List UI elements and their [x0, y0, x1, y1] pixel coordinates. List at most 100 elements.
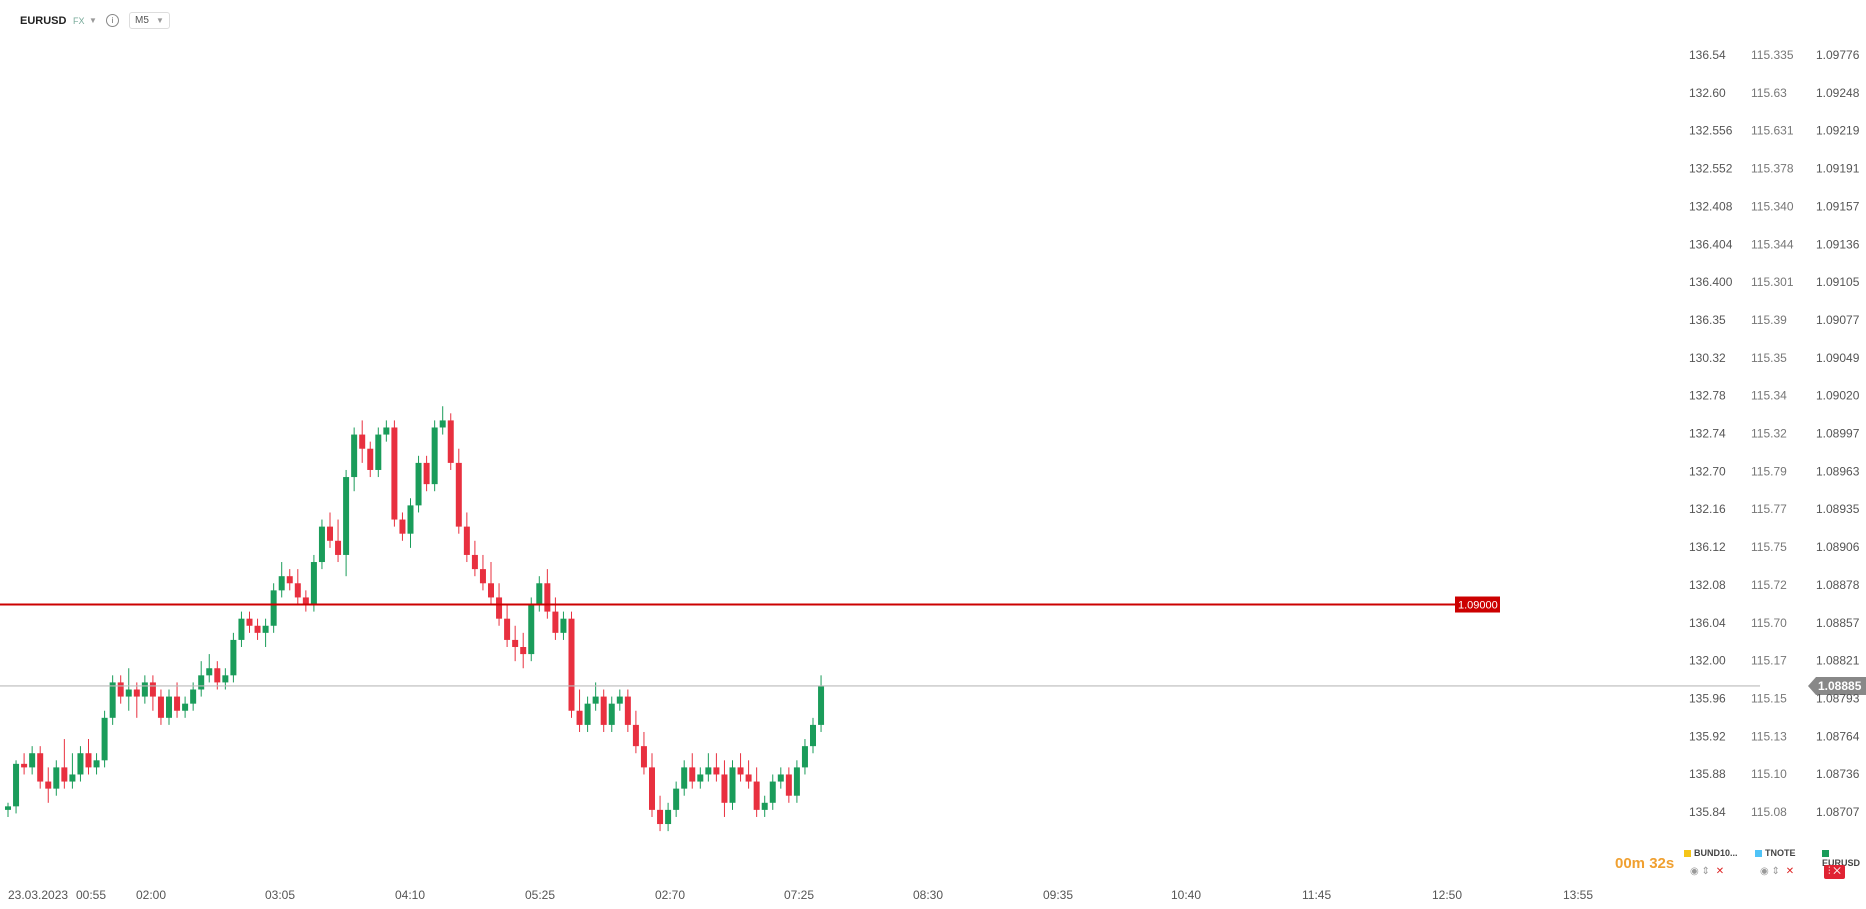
candle-body[interactable] [810, 724, 816, 747]
candle-body[interactable] [310, 562, 317, 605]
candle-body[interactable] [584, 703, 591, 725]
candle-body[interactable] [769, 781, 776, 803]
candle-body[interactable] [214, 668, 221, 683]
candle-body[interactable] [737, 767, 744, 775]
candle-body[interactable] [689, 767, 696, 782]
candle-body[interactable] [149, 682, 156, 697]
candle-body[interactable] [713, 767, 720, 775]
legend-item-bund[interactable]: BUND10... [1684, 848, 1738, 858]
candle-body[interactable] [592, 696, 599, 704]
candle-body[interactable] [141, 682, 148, 697]
candle-body[interactable] [206, 668, 213, 676]
candle-body[interactable] [761, 802, 768, 810]
candle-body[interactable] [21, 763, 28, 768]
candle-body[interactable] [681, 767, 688, 789]
candle-body[interactable] [278, 576, 285, 591]
candle-body[interactable] [254, 625, 261, 633]
candle-body[interactable] [640, 746, 647, 768]
close-icon[interactable]: ✕ [1785, 866, 1795, 877]
candle-body[interactable] [166, 696, 172, 718]
candle-body[interactable] [391, 427, 398, 520]
candle-body[interactable] [608, 703, 615, 725]
candle-body[interactable] [520, 647, 527, 655]
candle-body[interactable] [488, 583, 494, 598]
candle-body[interactable] [439, 420, 446, 428]
candle-body[interactable] [45, 781, 52, 789]
candle-body[interactable] [600, 696, 607, 725]
candle-body[interactable] [222, 675, 229, 683]
candle-body[interactable] [399, 519, 406, 534]
candle-body[interactable] [423, 462, 430, 485]
chevron-down-icon[interactable]: ▼ [89, 16, 97, 25]
candle-body[interactable] [29, 753, 36, 768]
candle-body[interactable] [133, 689, 140, 697]
sort-icon[interactable]: ⇕ [1771, 866, 1780, 877]
sort-icon[interactable]: ⇕ [1701, 866, 1710, 877]
candle-body[interactable] [729, 767, 736, 803]
candle-body[interactable] [818, 685, 825, 725]
candle-body[interactable] [270, 590, 277, 626]
candle-body[interactable] [673, 788, 680, 810]
candle-body[interactable] [246, 618, 253, 626]
eye-icon[interactable]: ◉ [1760, 866, 1769, 877]
candle-body[interactable] [262, 625, 269, 633]
candle-body[interactable] [721, 774, 728, 803]
candle-body[interactable] [230, 639, 237, 676]
candle-body[interactable] [77, 753, 84, 775]
candle-body[interactable] [198, 675, 205, 690]
candle-body[interactable] [37, 753, 44, 782]
candle-icon[interactable]: ⫶ [1828, 866, 1831, 877]
candle-body[interactable] [69, 774, 76, 782]
eye-icon[interactable]: ◉ [1690, 866, 1699, 877]
candle-body[interactable] [753, 781, 760, 810]
candle-body[interactable] [785, 774, 792, 796]
candle-body[interactable] [544, 583, 551, 612]
candle-body[interactable] [343, 477, 350, 555]
candle-body[interactable] [375, 434, 382, 470]
candle-body[interactable] [536, 583, 543, 605]
candle-body[interactable] [182, 703, 189, 711]
candle-body[interactable] [383, 427, 390, 435]
candle-body[interactable] [793, 767, 800, 796]
candle-body[interactable] [552, 611, 559, 633]
candle-body[interactable] [576, 710, 583, 725]
candle-body[interactable] [359, 434, 366, 449]
candle-body[interactable] [101, 717, 108, 761]
candle-body[interactable] [528, 604, 535, 655]
candle-body[interactable] [512, 639, 519, 648]
candle-body[interactable] [85, 753, 92, 768]
candle-body[interactable] [125, 689, 132, 697]
candle-body[interactable] [335, 540, 342, 555]
candle-body[interactable] [407, 505, 414, 534]
candle-body[interactable] [705, 767, 712, 775]
candle-body[interactable] [53, 767, 60, 789]
candle-body[interactable] [431, 427, 438, 485]
candle-body[interactable] [657, 809, 664, 825]
legend-item-tnote[interactable]: TNOTE [1755, 848, 1796, 858]
candle-body[interactable] [479, 569, 486, 584]
candle-body[interactable] [616, 696, 623, 704]
candle-body[interactable] [5, 806, 11, 810]
candle-body[interactable] [351, 434, 358, 478]
candle-body[interactable] [560, 618, 567, 633]
candle-body[interactable] [777, 774, 784, 782]
candle-body[interactable] [745, 774, 752, 782]
candle-body[interactable] [504, 618, 511, 640]
candle-body[interactable] [318, 526, 325, 563]
close-icon[interactable]: ✕ [1833, 866, 1841, 877]
candle-body[interactable] [568, 618, 575, 711]
candle-body[interactable] [238, 618, 245, 640]
candle-body[interactable] [13, 763, 20, 807]
symbol-label[interactable]: EURUSD [20, 15, 67, 27]
close-icon[interactable]: ✕ [1715, 866, 1725, 877]
candle-body[interactable] [109, 682, 116, 718]
candle-body[interactable] [447, 420, 454, 463]
candle-body[interactable] [294, 583, 301, 598]
candle-body[interactable] [665, 809, 672, 825]
candle-body[interactable] [93, 760, 100, 768]
candle-body[interactable] [302, 597, 309, 605]
legend-item-eurusd[interactable]: EURUSD [1822, 848, 1866, 868]
candle-body[interactable] [174, 696, 181, 711]
candle-body[interactable] [471, 554, 478, 570]
